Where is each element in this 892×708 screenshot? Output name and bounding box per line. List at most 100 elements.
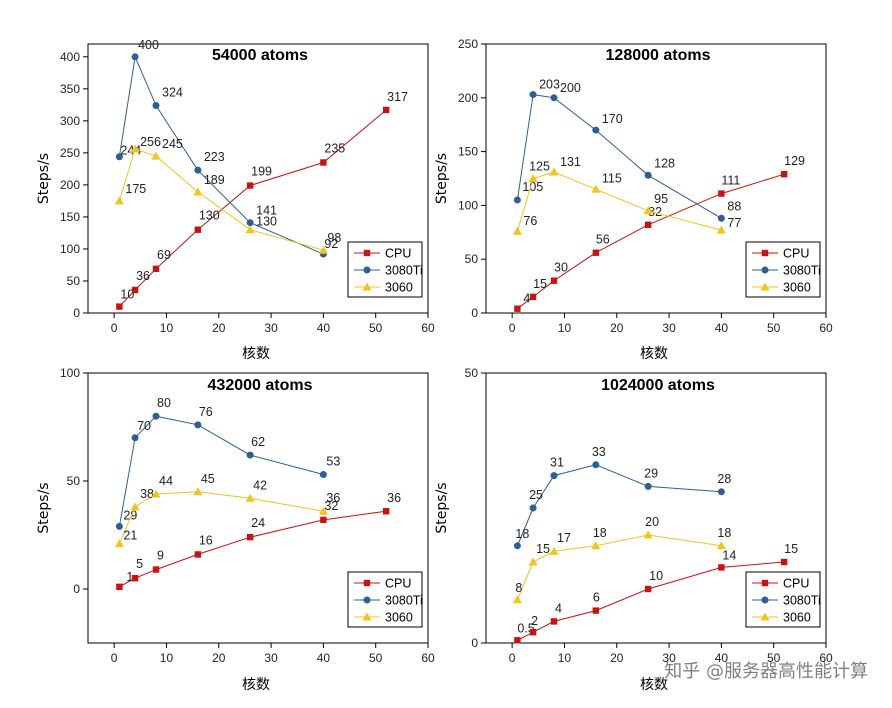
data-point-3060 — [245, 493, 255, 502]
data-label-3060: 130 — [256, 215, 277, 229]
x-tick-label: 50 — [369, 651, 383, 665]
series-line-3080ti — [118, 55, 324, 255]
data-label-3060: 175 — [125, 182, 146, 196]
series-line-3060 — [118, 148, 324, 251]
legend-marker-cpu — [761, 249, 769, 257]
data-label-3080ti: 18 — [515, 527, 529, 541]
data-label-3060: 42 — [253, 478, 267, 492]
x-tick-label: 30 — [264, 321, 278, 335]
x-tick-label: 10 — [558, 651, 572, 665]
data-label-cpu: 1 — [126, 570, 133, 584]
data-label-3060: 256 — [140, 135, 161, 149]
y-tick-label: 250 — [458, 37, 478, 51]
y-tick-label: 200 — [458, 91, 478, 105]
x-tick-label: 30 — [662, 321, 676, 335]
data-point-3080ti — [592, 461, 600, 469]
data-point-cpu — [644, 221, 652, 228]
legend-marker-3060 — [760, 282, 770, 291]
data-label-cpu: 2 — [531, 614, 538, 628]
data-point-3080ti — [194, 421, 202, 429]
data-point-3080ti — [319, 471, 327, 479]
data-point-3080ti — [194, 166, 202, 174]
x-tick-label: 10 — [160, 651, 174, 665]
data-label-3060: 245 — [162, 137, 183, 151]
data-point-cpu — [550, 277, 558, 284]
data-label-3080ti: 25 — [529, 488, 543, 502]
data-point-cpu — [550, 618, 558, 625]
y-tick-label: 200 — [60, 178, 80, 192]
data-label-3080ti: 70 — [137, 419, 151, 433]
data-point-3080ti — [717, 214, 725, 222]
x-tick-label: 60 — [421, 651, 435, 665]
data-point-3060 — [512, 226, 522, 235]
data-label-cpu: 16 — [199, 533, 213, 547]
data-point-cpu — [529, 293, 537, 301]
data-point-cpu — [194, 226, 202, 233]
plot-frame — [87, 43, 429, 314]
data-point-3060 — [528, 557, 538, 566]
x-tick-label: 60 — [421, 321, 435, 335]
legend-marker-3060 — [362, 282, 372, 291]
data-label-3060: 36 — [326, 491, 340, 505]
x-tick-label: 10 — [160, 321, 174, 335]
y-tick-label: 100 — [458, 198, 478, 212]
data-point-3080ti — [644, 171, 652, 179]
data-label-3080ti: 76 — [199, 405, 213, 419]
x-tick-label: 0 — [509, 651, 516, 665]
data-label-cpu: 317 — [387, 90, 408, 104]
x-tick-label: 20 — [212, 651, 226, 665]
data-point-cpu — [780, 558, 788, 566]
data-label-cpu: 129 — [784, 154, 805, 168]
data-label-cpu: 15 — [784, 542, 798, 556]
legend-marker-cpu — [761, 579, 769, 587]
data-point-3080ti — [152, 101, 160, 109]
y-axis-title: Steps/s — [434, 153, 450, 204]
x-tick-label: 0 — [111, 321, 118, 335]
legend-marker-3080ti — [761, 266, 769, 274]
data-point-3060 — [591, 541, 601, 550]
data-point-cpu — [592, 249, 600, 256]
data-label-cpu: 235 — [324, 141, 345, 155]
data-label-cpu: 15 — [533, 277, 547, 291]
data-point-cpu — [529, 629, 537, 636]
legend-label-3060: 3060 — [783, 281, 811, 295]
chart-title: 128000 atoms — [606, 47, 711, 64]
x-tick-label: 50 — [767, 651, 781, 665]
legend-label-3060: 3060 — [783, 611, 811, 625]
x-tick-label: 50 — [369, 321, 383, 335]
x-tick-label: 60 — [819, 651, 833, 665]
legend-marker-3080ti — [363, 266, 371, 274]
legend-label-cpu: CPU — [385, 247, 411, 261]
legend-label-cpu: CPU — [783, 247, 809, 261]
data-label-3060: 44 — [159, 474, 173, 488]
chart-title: 1024000 atoms — [601, 377, 715, 394]
data-label-cpu: 14 — [722, 548, 736, 562]
data-label-cpu: 5 — [136, 557, 143, 571]
series-line-3080ti — [516, 94, 722, 219]
data-label-cpu: 6 — [593, 591, 600, 605]
y-tick-label: 250 — [60, 146, 80, 160]
x-tick-label: 30 — [264, 651, 278, 665]
series-line-3060 — [516, 171, 722, 232]
data-point-3060 — [528, 174, 538, 182]
plot-frame — [87, 372, 429, 644]
data-point-cpu — [592, 607, 600, 614]
data-point-cpu — [246, 533, 254, 541]
y-tick-label: 300 — [60, 114, 80, 128]
series-line-3060 — [516, 534, 722, 600]
data-point-3060 — [549, 546, 559, 555]
data-label-cpu: 10 — [120, 288, 134, 302]
data-label-3060: 95 — [654, 192, 668, 206]
data-point-3060 — [318, 245, 328, 254]
data-point-3080ti — [513, 196, 521, 204]
x-axis-title: 核数 — [640, 346, 668, 362]
data-point-3080ti — [115, 522, 123, 530]
data-label-3060: 77 — [727, 216, 741, 230]
legend-label-3080ti: 3080Ti — [385, 264, 423, 278]
series-line-cpu — [517, 173, 785, 310]
data-point-3060 — [151, 489, 161, 498]
data-label-cpu: 36 — [387, 491, 401, 505]
y-tick-label: 50 — [67, 474, 81, 488]
x-axis-title: 核数 — [640, 677, 668, 693]
